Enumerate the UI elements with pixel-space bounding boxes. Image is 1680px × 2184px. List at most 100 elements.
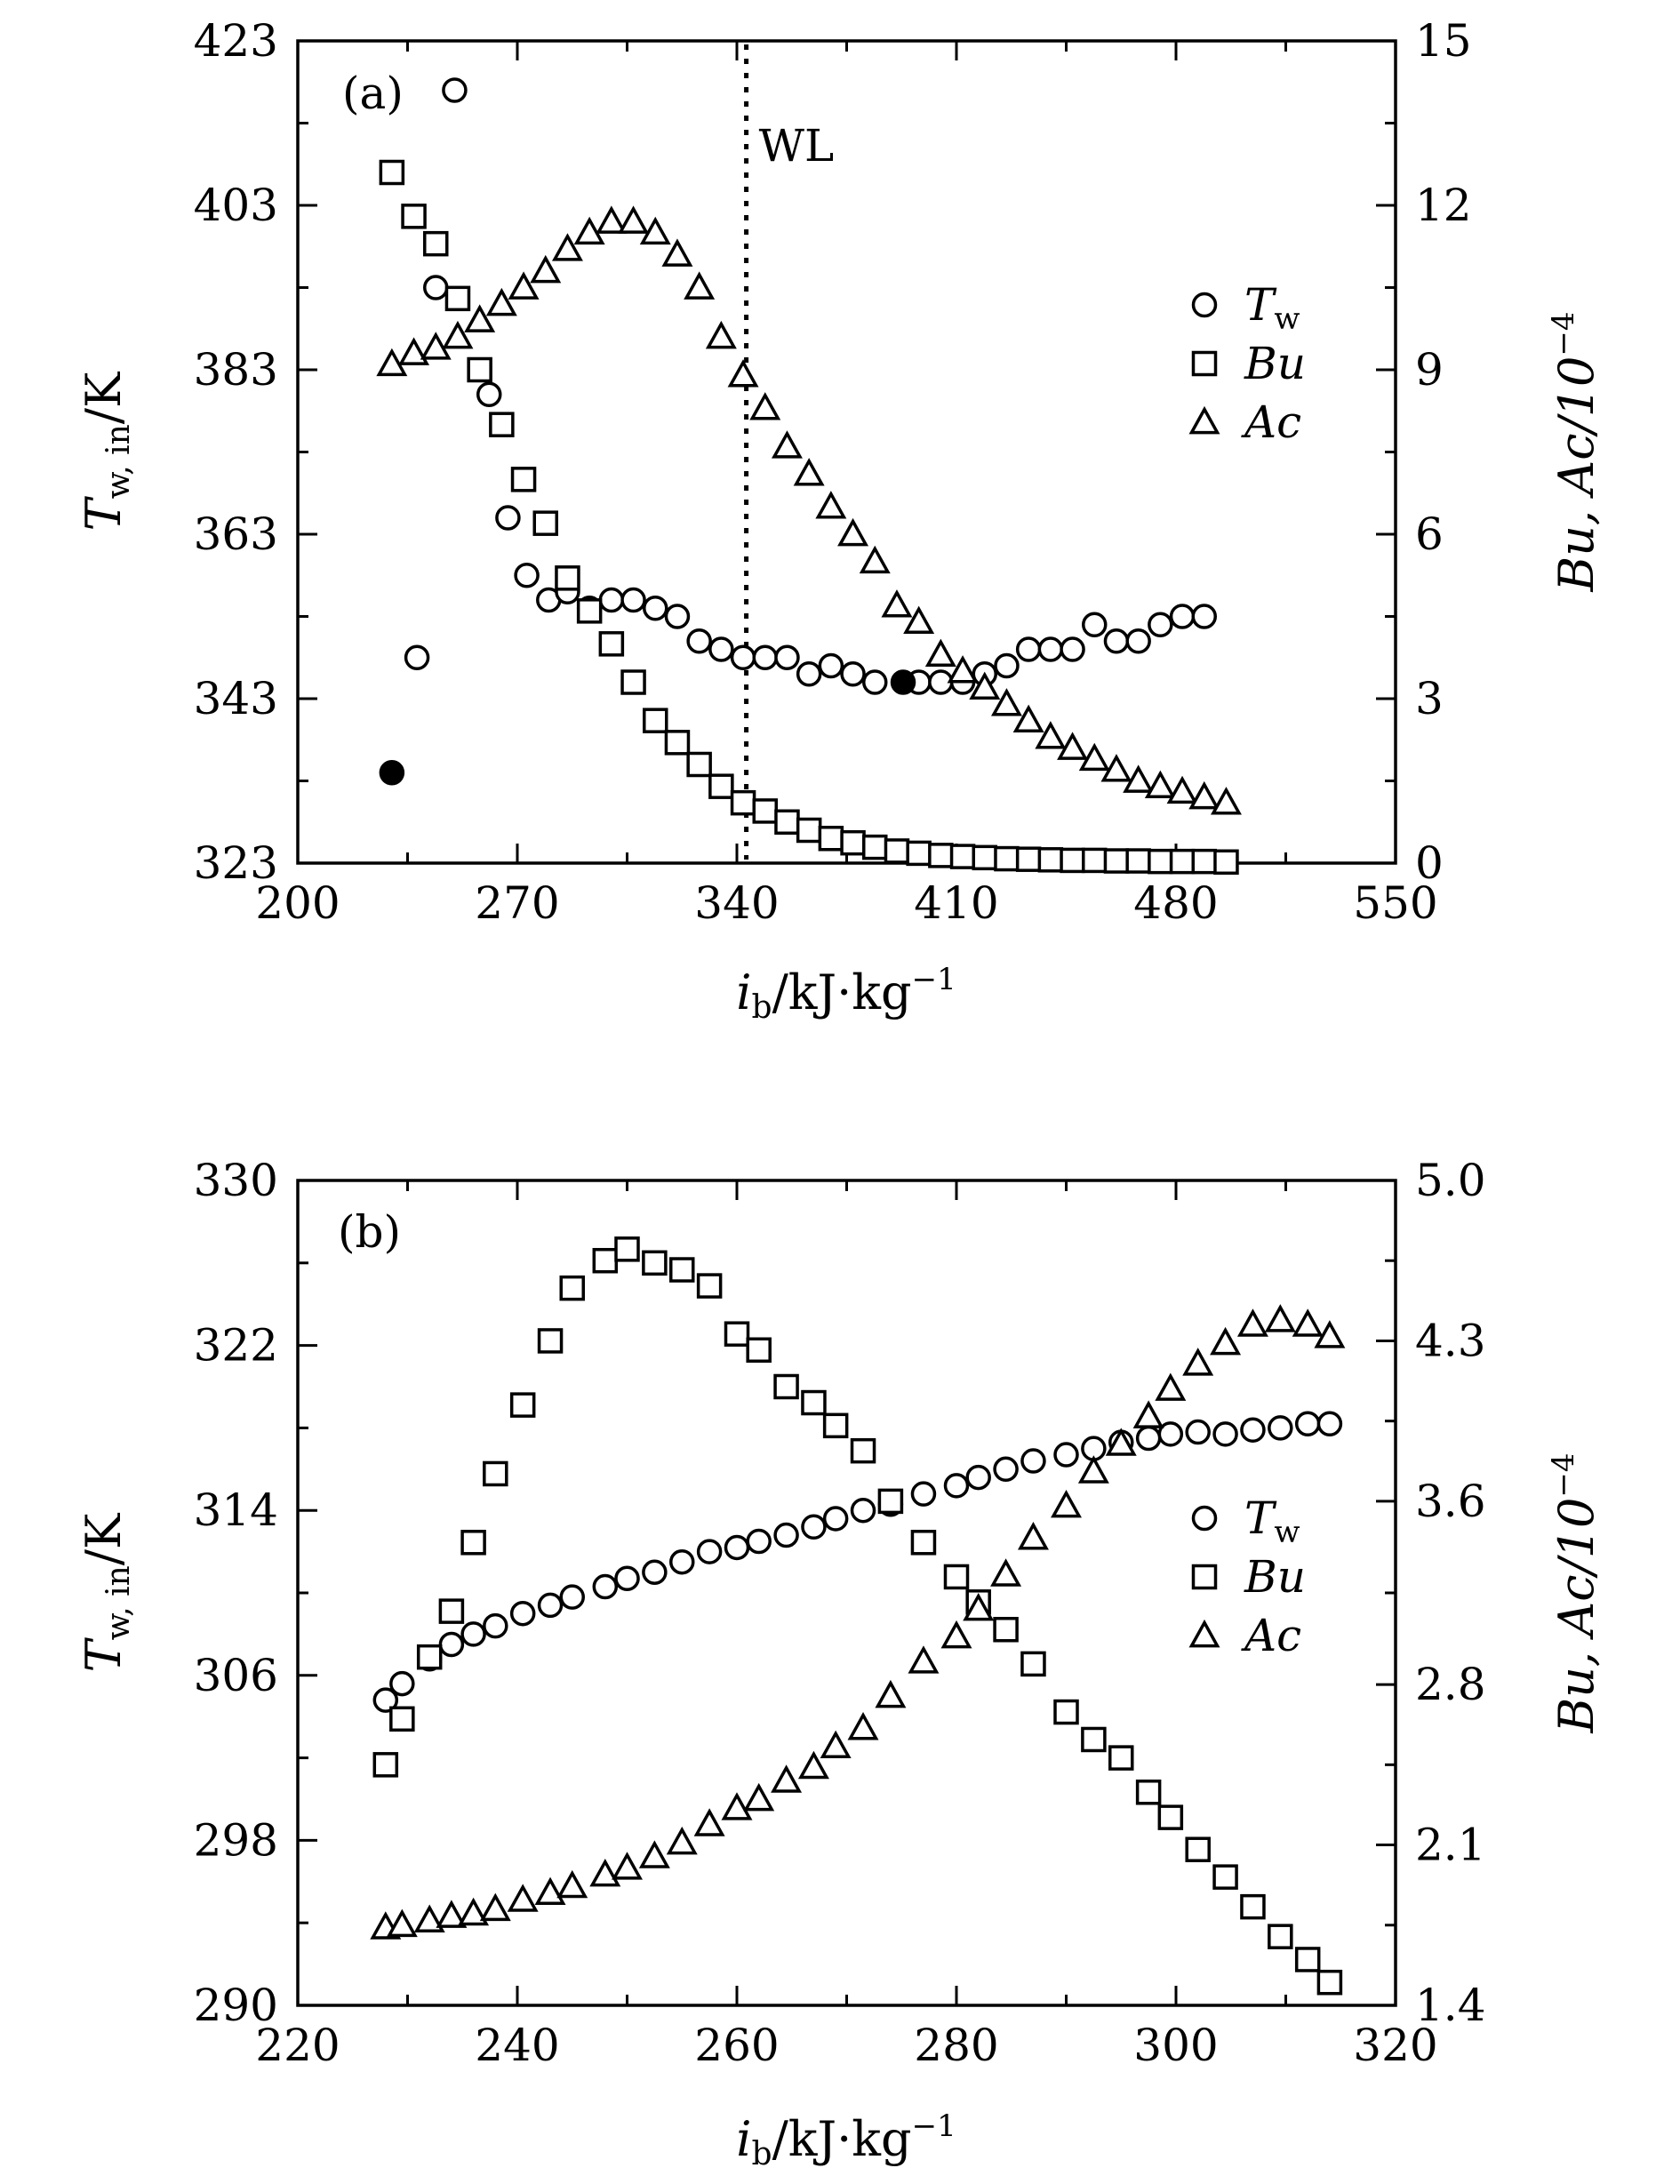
bu-point [773, 1373, 799, 1400]
bu-point [532, 510, 559, 536]
ticks-a [296, 39, 1397, 865]
tw-point [862, 669, 888, 695]
legend-label: Bu [1244, 338, 1306, 389]
y-left-tick-label: 330 [194, 1155, 278, 1206]
y-left-tick-label: 383 [194, 344, 278, 396]
y-left-tick-label: 323 [194, 837, 278, 889]
ac-point [721, 1792, 753, 1820]
ac-point [464, 304, 496, 332]
y-right-title-sup: −4 [1546, 1452, 1581, 1497]
tw-point [620, 587, 646, 613]
x-tick-label: 320 [1353, 2020, 1437, 2071]
ticks-b [296, 1179, 1397, 2007]
tw-point [642, 1559, 668, 1586]
y-left-tick-label: 343 [194, 673, 278, 724]
y-axis-title-left-b: Tw, in/K [76, 1512, 137, 1672]
tw-point [592, 1573, 619, 1600]
y-left-tick-label: 363 [194, 508, 278, 560]
ac-point [1012, 704, 1044, 733]
bu-point [537, 1328, 564, 1354]
tw-point [1268, 1415, 1293, 1441]
ac-point [684, 271, 716, 300]
ac-point [1132, 1400, 1164, 1428]
tw-point [1037, 636, 1064, 662]
bu-point [510, 467, 537, 492]
bu-point [928, 843, 954, 868]
ac-point [859, 545, 891, 574]
tw-point [1125, 628, 1151, 654]
legend-label-sub: w [1274, 301, 1300, 337]
ac-point [1123, 764, 1155, 793]
x-tick-label: 200 [255, 877, 340, 929]
tw-point [1135, 1425, 1162, 1452]
legend-label-main: Bu [1244, 1551, 1306, 1603]
bu-point [509, 1392, 536, 1418]
y-right-tick-label: 4.3 [1415, 1315, 1486, 1366]
bu-point [696, 1273, 723, 1299]
tw-point [598, 587, 625, 613]
tw-point [460, 1621, 486, 1647]
y-right-tick-label: 6 [1415, 508, 1444, 560]
x-axis-title-sub: b [752, 2136, 772, 2172]
bu-point [1108, 1745, 1134, 1771]
tw-point [664, 604, 691, 629]
ac-point [1210, 787, 1242, 815]
bu-point [686, 751, 712, 778]
legend-label: Tw [1244, 1492, 1300, 1550]
y-right-title-main: Bu, Ac/10 [1548, 1498, 1604, 1734]
bu-point [1020, 1651, 1046, 1677]
y-axis-title-left-a: Tw, in/K [76, 371, 137, 531]
panel-label-b: (b) [338, 1206, 401, 1258]
y-right-title-main: Bu, Ac/10 [1548, 356, 1604, 593]
y-right-title-sup: −4 [1546, 311, 1581, 356]
x-axis-title-main: i [736, 2111, 751, 2167]
legend-label: Ac [1241, 396, 1301, 448]
bu-point [1191, 848, 1218, 875]
tw-point [796, 661, 822, 687]
x-tick-label: 550 [1353, 877, 1437, 929]
ac-point [1264, 1304, 1296, 1332]
bu-point [664, 730, 691, 756]
bu-point [774, 809, 800, 835]
bu-point [949, 844, 976, 869]
bu-point [620, 669, 646, 695]
y-left-title-sub: w, in [100, 424, 137, 499]
bu-point [489, 412, 515, 437]
bu-point [818, 826, 844, 852]
ac-point [638, 1840, 670, 1868]
tw-point [476, 381, 502, 407]
x-axis-title-rest: /kJ·kg [772, 964, 912, 1020]
tw-point [509, 1600, 536, 1627]
ac-point [1182, 1348, 1214, 1376]
tw-point [752, 644, 779, 670]
ac-point [749, 392, 781, 420]
x-tick-label: 480 [1133, 877, 1218, 929]
y-left-tick-label: 403 [194, 180, 278, 231]
ac-point [436, 1900, 468, 1928]
y-axis-title-right-a: Bu, Ac/10−4 [1546, 311, 1604, 592]
chart-panel-a: 200 270 340 410 480 550 323 343 363 383 403 423 0 3 6 9… [76, 15, 1604, 1026]
panel-label-a: (a) [342, 68, 404, 119]
y-axis-title-right-b: Bu, Ac/10−4 [1546, 1452, 1604, 1733]
ac-point [771, 430, 803, 459]
bu-point [1148, 848, 1173, 875]
tw-point [773, 1522, 799, 1548]
bu-point [1060, 847, 1085, 874]
tw-point [850, 1497, 876, 1524]
x-axis-title-sub: b [752, 989, 772, 1026]
bu-point [1268, 1924, 1293, 1949]
bu-point [1053, 1699, 1079, 1725]
bu-point [884, 838, 910, 864]
ac-point [573, 216, 605, 245]
tw-point [1169, 604, 1196, 629]
ac-point [903, 605, 935, 635]
bu-point [994, 845, 1020, 872]
tw-point [910, 1481, 937, 1507]
tw-point [483, 1612, 508, 1639]
bu-point [1082, 847, 1108, 874]
bu-point [416, 1644, 443, 1670]
ac-point [479, 1892, 511, 1922]
bu-point [444, 285, 471, 312]
